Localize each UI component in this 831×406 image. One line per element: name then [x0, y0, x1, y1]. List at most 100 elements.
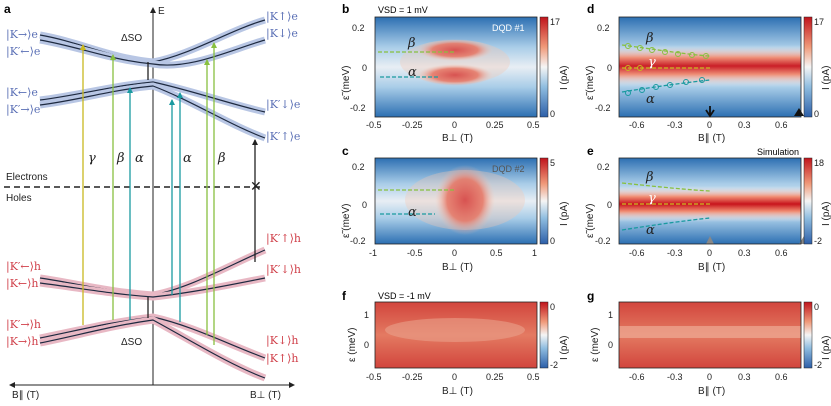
ket-left-h-2: |K←⟩h [6, 277, 39, 291]
panel-c: c α DQD #2 0.2 0 -0.2 -1 -0.5 0 0.5 1 B⊥… [341, 144, 570, 273]
alpha-label-1: α [135, 151, 144, 166]
e-ylabel: ε̃ (meV) [585, 204, 596, 238]
d-xtick-3: 0.3 [738, 120, 751, 130]
d-ylabel: ε̃ (meV) [585, 66, 596, 100]
b-ylabel: ε̃ (meV) [341, 66, 352, 100]
panel-f-vsd: VSD = -1 mV [378, 291, 431, 301]
axis-right-label: B⊥ (T) [250, 390, 281, 401]
ket-left-h-1: |K′←⟩h [6, 260, 41, 274]
b-cbar-label: I (pA) [559, 66, 570, 90]
panel-g: g 1 0 -0.6 -0.3 0 0.3 0.6 B∥ (T) ε (meV)… [587, 289, 831, 397]
panel-label-e: e [587, 144, 594, 158]
g-xlabel: B∥ (T) [698, 386, 725, 397]
b-xlabel: B⊥ (T) [442, 133, 473, 144]
d-cbar-label: I (pA) [821, 66, 831, 90]
panel-label-b: b [342, 2, 349, 16]
d-ytick-2: -0.2 [595, 103, 611, 113]
panel-b: b β α VSD = 1 mV DQD #1 0.2 0 -0.2 -0.5 … [341, 2, 570, 144]
c-xtick-1: -0.5 [407, 248, 423, 258]
f-xtick-1: -0.25 [402, 372, 423, 382]
ket-right-h-1: |K′↑⟩h [266, 232, 301, 246]
alpha-label-2: α [183, 151, 192, 166]
d-xtick-4: 0.6 [775, 120, 788, 130]
g-ylabel: ε (meV) [590, 328, 601, 362]
panel-f: f VSD = -1 mV 1 0 -0.5 -0.25 0 0.25 0.5 … [342, 289, 570, 397]
b-xtick-1: -0.25 [402, 120, 423, 130]
g-xtick-1: -0.3 [667, 372, 683, 382]
panel-e-tag: Simulation [757, 147, 799, 157]
panel-label-f: f [342, 289, 347, 303]
holes-label: Holes [6, 193, 32, 204]
panel-b-tag: DQD #1 [492, 23, 525, 33]
b-ytick-0: 0.2 [352, 23, 365, 33]
transition-arrows [80, 42, 258, 345]
f-ytick-1: 0 [364, 340, 369, 350]
ket-left-e-4: |K′→⟩e [6, 103, 40, 117]
ket-right-h-2: |K′↓⟩h [266, 263, 301, 277]
g-ytick-1: 0 [608, 340, 613, 350]
cross-icon: ✕ [250, 178, 262, 194]
panel-d: d β γ α 0.2 0 -0.2 -0.6 -0.3 0 0.3 0.6 B… [585, 2, 831, 144]
b-xtick-0: -0.5 [366, 120, 382, 130]
g-cbar-min: -2 [814, 360, 822, 370]
b-ytick-1: 0 [362, 63, 367, 73]
ket-left-e-1: |K→⟩e [6, 28, 38, 42]
e-xtick-1: -0.3 [667, 248, 683, 258]
ket-left-e-2: |K′←⟩e [6, 45, 40, 59]
b-xtick-4: 0.5 [527, 120, 540, 130]
b-cbar-min: 0 [550, 109, 555, 119]
b-ytick-2: -0.2 [350, 103, 366, 113]
c-xtick-0: -1 [369, 248, 377, 258]
f-cbar-max: 0 [550, 302, 555, 312]
f-xtick-4: 0.5 [527, 372, 540, 382]
d-xtick-1: -0.3 [667, 120, 683, 130]
gamma-label: γ [88, 151, 96, 166]
c-xtick-2: 0 [452, 248, 457, 258]
d-xlabel: B∥ (T) [698, 133, 725, 144]
d-cbar-max: 17 [814, 17, 824, 27]
b-xtick-3: 0.25 [486, 120, 504, 130]
f-ytick-0: 1 [364, 310, 369, 320]
d-xtick-2: 0 [707, 120, 712, 130]
g-xtick-3: 0.3 [738, 372, 751, 382]
panel-label-g: g [587, 289, 594, 303]
d-ytick-0: 0.2 [597, 23, 610, 33]
d-cbar-min: 0 [814, 109, 819, 119]
g-xtick-4: 0.6 [775, 372, 788, 382]
panel-label-c: c [342, 144, 349, 158]
ket-right-e-2: |K↓⟩e [266, 27, 298, 41]
c-cbar-label: I (pA) [559, 202, 570, 226]
ket-left-h-4: |K→⟩h [6, 335, 39, 349]
svg-text:α: α [408, 65, 417, 80]
b-cbar-max: 17 [550, 17, 560, 27]
f-cbar-min: -2 [550, 360, 558, 370]
c-xtick-3: 0.5 [490, 248, 503, 258]
panel-b-vsd: VSD = 1 mV [378, 5, 428, 15]
ket-right-e-1: |K↑⟩e [266, 10, 298, 24]
c-xtick-4: 1 [532, 248, 537, 258]
svg-text:α: α [646, 223, 655, 238]
panel-label-a: a [4, 2, 11, 16]
g-ytick-0: 1 [608, 310, 613, 320]
c-ytick-0: 0.2 [352, 162, 365, 172]
panel-e: e β γ α Simulation 0.2 0 -0.2 -0.6 -0.3 … [585, 144, 831, 273]
svg-text:γ: γ [648, 55, 656, 70]
f-xtick-0: -0.5 [366, 372, 382, 382]
c-ytick-1: 0 [362, 200, 367, 210]
f-cbar-label: I (pA) [559, 336, 570, 360]
g-cbar-max: 0 [814, 302, 819, 312]
e-ytick-1: 0 [607, 200, 612, 210]
svg-text:γ: γ [648, 191, 656, 206]
ket-right-h-3: |K↓⟩h [266, 334, 299, 348]
axis-e-label: E [158, 6, 165, 17]
c-ylabel: ε̃ (meV) [341, 204, 352, 238]
e-xtick-0: -0.6 [629, 248, 645, 258]
delta-so-bottom: ΔSO [121, 337, 142, 348]
f-ylabel: ε (meV) [347, 328, 358, 362]
ket-right-h-4: |K↑⟩h [266, 352, 299, 366]
svg-text:β: β [645, 31, 654, 46]
hole-bands [39, 246, 267, 382]
e-cbar-min: -2 [814, 236, 822, 246]
e-cbar-max: 18 [814, 158, 824, 168]
